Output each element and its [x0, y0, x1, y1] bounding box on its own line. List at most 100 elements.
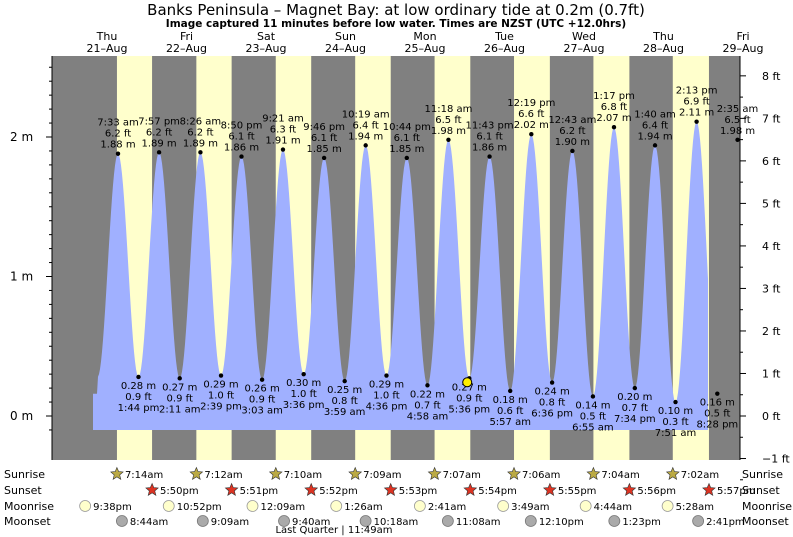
tide-time: 6:55 am — [572, 422, 614, 433]
tide-point — [384, 373, 389, 378]
day-date: 22–Aug — [166, 42, 207, 55]
moonset-icon — [359, 515, 372, 527]
moonrise-icon — [661, 500, 674, 512]
tide-point — [301, 371, 306, 377]
moonrise-icon — [579, 500, 592, 512]
tide-height-m: 1.86 m — [472, 143, 507, 154]
tide-point — [652, 143, 658, 148]
tide-point — [363, 143, 368, 148]
tide-point — [321, 155, 327, 161]
tide-height-ft: 6.4 ft — [642, 120, 668, 131]
left-tick-label: 0 m — [10, 409, 33, 423]
tide-point — [590, 394, 596, 399]
day-name: Thu — [96, 30, 118, 43]
tide-height-ft: 0.9 ft — [456, 393, 482, 404]
moonset-icon — [608, 515, 621, 527]
tide-point — [611, 125, 617, 130]
tide-time: 9:21 am — [262, 114, 304, 125]
sunset-time: 5:51pm — [240, 486, 279, 497]
sunrise-time: 7:07am — [443, 470, 481, 481]
tide-height-m: 0.30 m — [286, 378, 321, 389]
tide-time: 2:39 pm — [200, 402, 242, 413]
tide-height-ft: 6.2 ft — [146, 127, 172, 138]
chart-subtitle: Image captured 11 minutes before low wat… — [166, 18, 626, 30]
tide-height-ft: 1.0 ft — [290, 389, 316, 400]
day-name: Wed — [572, 30, 596, 43]
moonset-icon — [524, 515, 537, 527]
moonset-row-label-left: Moonset — [4, 515, 51, 528]
moonset-time: 9:40am — [292, 517, 330, 528]
tide-height-ft: 6.2 ft — [187, 127, 213, 138]
sun-moon-table: Sunrise Sunrise Sunset Sunset Moonrise Moonri… — [4, 466, 792, 536]
day-name: Fri — [736, 30, 749, 43]
tide-height-ft: 0.7 ft — [414, 400, 440, 411]
tide-point — [115, 151, 121, 156]
tide-height-m: 0.28 m — [121, 381, 156, 392]
right-tick-label: 7 ft — [762, 112, 781, 125]
tide-height-m: 0.24 m — [535, 387, 570, 398]
tide-time: 10:44 pm — [383, 122, 431, 133]
tide-height-ft: 6.5 ft — [724, 115, 750, 126]
tide-height-m: 1.94 m — [348, 131, 383, 142]
tide-point — [342, 378, 347, 384]
tide-time: 8:26 am — [180, 116, 222, 127]
tide-point — [570, 148, 575, 154]
tide-time: 5:57 am — [489, 417, 531, 428]
sunrise-icon — [110, 466, 124, 480]
day-name: Mon — [413, 30, 436, 43]
tide-height-ft: 0.3 ft — [662, 417, 688, 428]
tide-time: 3:59 am — [324, 407, 366, 418]
tide-height-m: 0.18 m — [493, 395, 528, 406]
tide-time: 7:51 am — [655, 428, 697, 439]
tide-height-ft: 6.5 ft — [435, 115, 461, 126]
tide-height-ft: 0.5 ft — [580, 411, 606, 422]
tide-point — [446, 137, 451, 142]
tide-time: 12:19 pm — [507, 98, 555, 109]
right-tick-label: 0 ft — [762, 410, 781, 423]
moonrise-time: 10:52pm — [177, 502, 222, 513]
tide-height-m: 1.98 m — [720, 126, 755, 137]
sunset-row-label-right: Sunset — [742, 484, 780, 497]
moonset-icon — [196, 515, 209, 527]
axes: 0 m 1 m 2 m −1 ft 0 ft 1 ft 2 ft 3 ft 4 ft 5 ft 6 … — [10, 56, 790, 481]
moonrise-icon — [162, 500, 175, 512]
tide-height-ft: 6.2 ft — [559, 126, 585, 137]
tide-height-m: 2.11 m — [679, 108, 714, 119]
tide-height-m: 1.89 m — [141, 138, 176, 149]
tide-time: 8:50 pm — [221, 121, 263, 132]
tide-point — [735, 137, 740, 142]
tide-height-ft: 0.7 ft — [622, 403, 648, 414]
tide-height-ft: 6.4 ft — [353, 120, 379, 131]
left-tick-label: 1 m — [10, 270, 33, 284]
header: Banks Peninsula – Magnet Bay: at low ord… — [147, 1, 645, 30]
tide-height-ft: 0.9 ft — [167, 393, 193, 404]
tide-time: 3:03 am — [241, 406, 283, 417]
tide-height-m: 0.27 m — [162, 382, 197, 393]
tide-height-m: 0.29 m — [369, 380, 404, 391]
day-name: Sat — [257, 30, 276, 43]
moonset-icon — [441, 515, 454, 527]
tide-time: 1:40 am — [634, 109, 676, 120]
sunset-time: 5:53pm — [399, 486, 438, 497]
current-tide-marker — [462, 377, 473, 388]
tide-height-m: 2.07 m — [596, 113, 631, 124]
tide-time: 4:36 pm — [366, 402, 408, 413]
tide-labels: 7:33 am6.2 ft1.88 m0.28 m0.9 ft1:44 pm7:… — [97, 86, 758, 439]
moonset-time: 10:18am — [374, 517, 419, 528]
tide-point — [239, 154, 244, 159]
tide-time: 2:35 am — [717, 104, 759, 115]
tide-time: 12:43 am — [548, 115, 596, 126]
tide-time: 7:57 pm — [138, 116, 180, 127]
moonset-icon — [116, 515, 128, 527]
moonrise-icon — [246, 500, 259, 512]
tide-point — [177, 376, 182, 381]
day-date: 29–Aug — [723, 42, 764, 55]
tide-height-m: 0.29 m — [203, 380, 238, 391]
day-date: 21–Aug — [87, 42, 128, 55]
tide-time: 3:36 pm — [283, 400, 325, 411]
tide-height-ft: 1.0 ft — [208, 391, 234, 402]
day-name: Thu — [652, 30, 674, 43]
tide-time: 7:34 pm — [614, 414, 656, 425]
tide-height-m: 0.26 m — [245, 384, 280, 395]
